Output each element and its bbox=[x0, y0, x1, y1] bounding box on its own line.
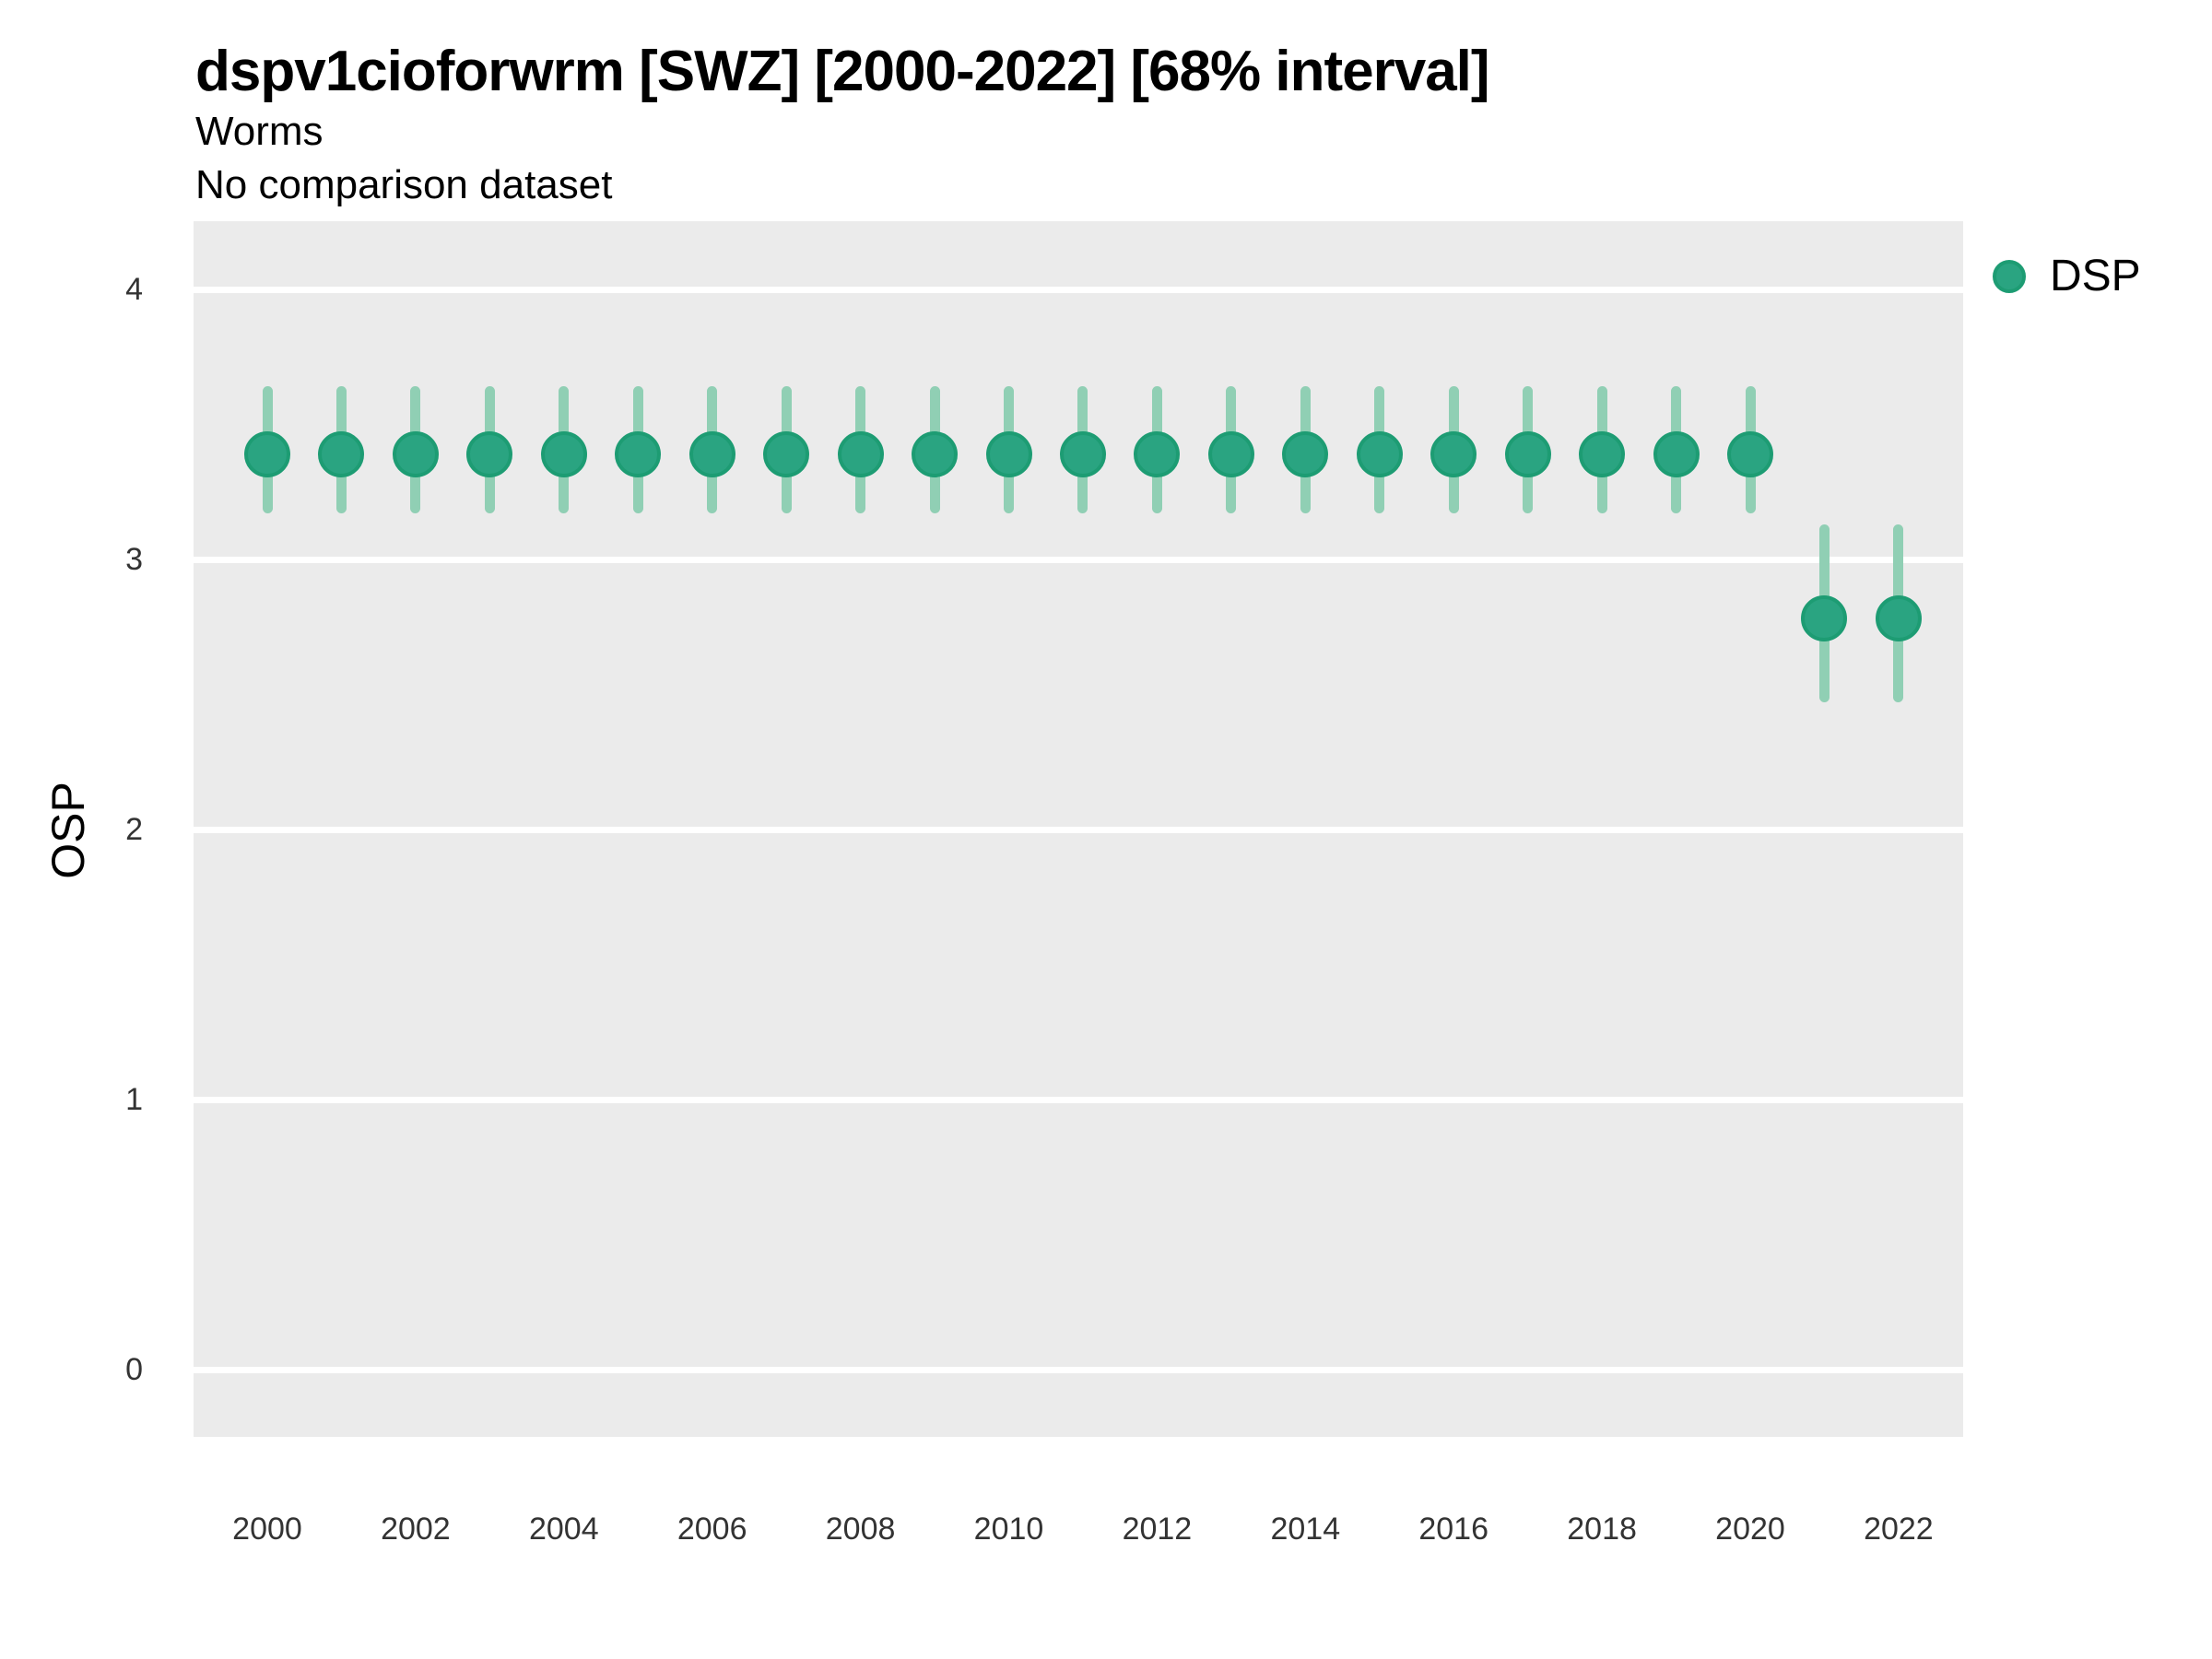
data-point bbox=[466, 430, 513, 477]
data-point bbox=[1059, 430, 1106, 477]
y-tick-label: 2 bbox=[125, 812, 143, 847]
chart-title: dspv1cioforwrm [SWZ] [2000-2022] [68% in… bbox=[195, 40, 1490, 103]
data-point bbox=[1727, 430, 1773, 477]
data-point bbox=[615, 430, 662, 477]
legend-dsp-label: DSP bbox=[2050, 252, 2141, 300]
data-point bbox=[318, 430, 365, 477]
data-point bbox=[763, 430, 810, 477]
legend-dsp-point-icon bbox=[1993, 260, 2026, 293]
x-tick-label: 2006 bbox=[677, 1512, 747, 1547]
data-point bbox=[540, 430, 587, 477]
x-tick-label: 2014 bbox=[1270, 1512, 1341, 1547]
data-point bbox=[1430, 430, 1477, 477]
gridline-y-4 bbox=[194, 286, 1963, 293]
comparison-note: No comparison dataset bbox=[195, 162, 613, 207]
chart-subtitle: Worms bbox=[195, 109, 324, 154]
x-tick-label: 2018 bbox=[1567, 1512, 1637, 1547]
y-tick-label: 3 bbox=[125, 542, 143, 577]
x-tick-label: 2022 bbox=[1864, 1512, 1934, 1547]
data-point bbox=[1282, 430, 1329, 477]
data-point bbox=[912, 430, 959, 477]
y-tick-label: 1 bbox=[125, 1082, 143, 1117]
data-point bbox=[1207, 430, 1254, 477]
gridline-y-0 bbox=[194, 1366, 1963, 1373]
gridline-y-3 bbox=[194, 556, 1963, 563]
x-tick-label: 2000 bbox=[232, 1512, 302, 1547]
x-tick-label: 2010 bbox=[973, 1512, 1044, 1547]
x-tick-label: 2012 bbox=[1122, 1512, 1193, 1547]
gridline-y-1 bbox=[194, 1096, 1963, 1103]
x-tick-label: 2004 bbox=[528, 1512, 599, 1547]
y-tick-label: 0 bbox=[125, 1352, 143, 1387]
data-point bbox=[1579, 430, 1626, 477]
x-tick-label: 2016 bbox=[1418, 1512, 1488, 1547]
x-tick-label: 2020 bbox=[1715, 1512, 1785, 1547]
data-point bbox=[1356, 430, 1403, 477]
x-tick-label: 2008 bbox=[825, 1512, 896, 1547]
data-point bbox=[837, 430, 884, 477]
legend: DSP bbox=[1993, 249, 2141, 304]
data-point bbox=[1134, 430, 1181, 477]
x-tick-label: 2002 bbox=[381, 1512, 451, 1547]
data-point bbox=[1801, 595, 1848, 642]
data-point bbox=[985, 430, 1032, 477]
data-point bbox=[1504, 430, 1551, 477]
data-point bbox=[1875, 595, 1922, 642]
data-point bbox=[688, 430, 735, 477]
y-tick-label: 4 bbox=[125, 272, 143, 307]
plot-panel bbox=[194, 221, 1963, 1437]
gridline-y-2 bbox=[194, 826, 1963, 833]
data-point bbox=[1653, 430, 1700, 477]
data-point bbox=[392, 430, 439, 477]
data-point bbox=[244, 430, 290, 477]
